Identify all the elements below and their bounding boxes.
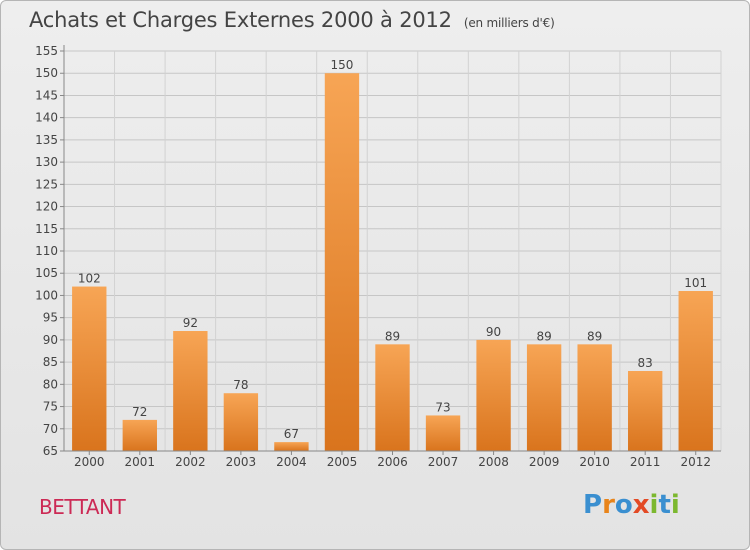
y-tick-label: 95 <box>43 311 58 325</box>
bar-value-label: 101 <box>684 276 707 290</box>
bar <box>425 415 461 451</box>
x-tick-label: 2007 <box>428 455 459 469</box>
x-tick-label: 2011 <box>630 455 661 469</box>
x-tick-label: 2012 <box>680 455 711 469</box>
x-tick-label: 2003 <box>226 455 257 469</box>
y-tick-label: 150 <box>35 66 58 80</box>
bar <box>223 393 259 451</box>
y-tick-label: 125 <box>35 177 58 191</box>
y-tick-label: 115 <box>35 222 58 236</box>
bar-value-label: 150 <box>331 58 354 72</box>
bar-value-label: 73 <box>435 400 450 414</box>
axes <box>60 45 721 455</box>
bar-value-label: 89 <box>587 329 602 343</box>
bar-value-label: 67 <box>284 427 299 441</box>
bar-value-label: 89 <box>536 329 551 343</box>
x-tick-label: 2008 <box>478 455 509 469</box>
logo-letter: t <box>658 490 671 520</box>
bar <box>577 344 612 451</box>
x-tick-label: 2002 <box>175 455 206 469</box>
commune-name: BETTANT <box>39 495 126 519</box>
bar <box>324 73 360 451</box>
chart-title-text: Achats et Charges Externes 2000 à 2012 <box>29 8 452 32</box>
proxiti-logo: Proxiti <box>583 490 680 520</box>
y-tick-label: 110 <box>35 244 58 258</box>
x-tick-label: 2000 <box>74 455 105 469</box>
y-tick-label: 80 <box>43 377 58 391</box>
logo-letter: r <box>602 490 615 520</box>
x-tick-label: 2006 <box>377 455 408 469</box>
x-tick-label: 2004 <box>276 455 307 469</box>
bar <box>628 371 663 451</box>
bar-value-label: 89 <box>385 329 400 343</box>
logo-letter: P <box>583 490 603 520</box>
y-tick-label: 155 <box>35 44 58 58</box>
y-tick-label: 90 <box>43 333 58 347</box>
bar-value-label: 92 <box>183 316 198 330</box>
logo-letter: i <box>649 490 659 520</box>
y-tick-label: 140 <box>35 111 58 125</box>
y-tick-label: 85 <box>43 355 58 369</box>
bar-value-label: 90 <box>486 325 501 339</box>
bar <box>476 339 511 451</box>
y-tick-label: 135 <box>35 133 58 147</box>
bar-value-label: 78 <box>233 378 248 392</box>
chart-subtitle: (en milliers d'€) <box>463 16 555 30</box>
bars <box>72 73 713 451</box>
bar <box>375 344 410 451</box>
logo-letter: o <box>614 490 633 520</box>
logo-letter: x <box>632 490 650 520</box>
x-tick-label: 2005 <box>327 455 358 469</box>
bar <box>173 331 208 451</box>
x-tick-label: 2010 <box>579 455 610 469</box>
bar-value-label: 72 <box>132 405 147 419</box>
x-tick-label: 2001 <box>125 455 156 469</box>
y-tick-label: 130 <box>35 155 58 169</box>
x-tick-label: 2009 <box>529 455 560 469</box>
y-tick-label: 120 <box>35 200 58 214</box>
labels: 65 70 75 80 85 90 95 100 105 110 115 120 125 130 135 14… <box>35 44 711 469</box>
logo-letter: i <box>670 490 680 520</box>
bar-value-label: 102 <box>78 272 101 286</box>
y-tick-label: 100 <box>35 288 58 302</box>
y-tick-label: 75 <box>43 400 58 414</box>
chart-title: Achats et Charges Externes 2000 à 2012 (e… <box>29 8 555 32</box>
y-tick-label: 145 <box>35 88 58 102</box>
bar <box>72 286 107 451</box>
y-tick-label: 70 <box>43 422 58 436</box>
bar-value-label: 83 <box>638 356 653 370</box>
bar <box>526 344 562 451</box>
bar <box>274 442 309 451</box>
bar <box>678 291 713 451</box>
y-tick-label: 105 <box>35 266 58 280</box>
bar <box>122 419 157 451</box>
y-tick-label: 65 <box>43 444 58 458</box>
